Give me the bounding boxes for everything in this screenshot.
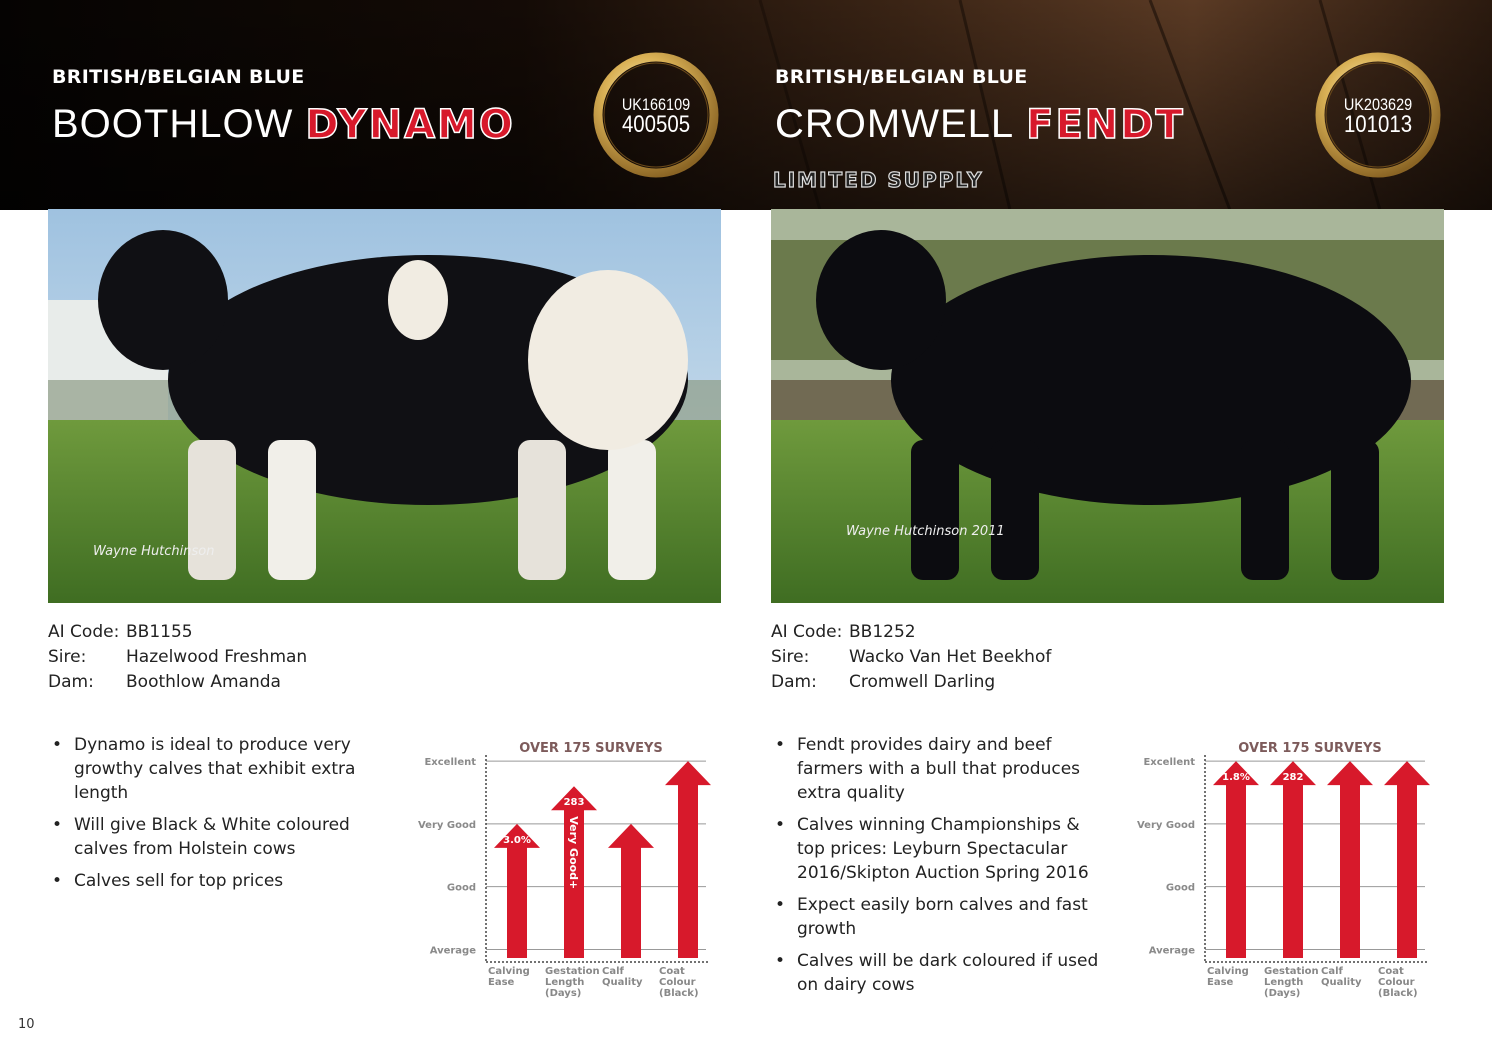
- arrow: [551, 786, 597, 958]
- tag-ring: [593, 52, 719, 178]
- bull-leg: [911, 440, 959, 580]
- bull-leg: [518, 440, 566, 580]
- info-value: Wacko Van Het Beekhof: [849, 647, 1052, 667]
- photo-credit: Wayne Hutchinson 2011: [846, 524, 1005, 539]
- info-label: Sire:: [48, 647, 87, 667]
- tag-ring-inner: [603, 62, 709, 168]
- chart-title: OVER 175 SURVEYS: [519, 741, 663, 756]
- name: CROMWELL: [775, 102, 1015, 146]
- bullet: Expect easily born calves and fast growt…: [771, 893, 1111, 941]
- info-value: BB1252: [849, 622, 916, 642]
- tag-line-1: UK166109: [621, 95, 691, 114]
- arrow: [494, 823, 540, 958]
- info-label: Sire:: [771, 647, 810, 667]
- arrow: [1327, 761, 1373, 958]
- photo: Wayne Hutchinson 2011: [771, 209, 1444, 603]
- y-tick-label: Excellent: [424, 757, 476, 768]
- bullet: Will give Black & White coloured calves …: [48, 813, 368, 861]
- name: BOOTHLOW: [52, 102, 294, 146]
- tag-ring-inner: [1325, 62, 1431, 168]
- bullet: Calves sell for top prices: [48, 869, 368, 893]
- chart-title: OVER 175 SURVEYS: [1238, 741, 1382, 756]
- bull-leg: [608, 440, 656, 580]
- header-shade: [0, 0, 1492, 210]
- info-value: Hazelwood Freshman: [126, 647, 308, 667]
- y-tick-label: Average: [430, 945, 477, 956]
- bullet: Fendt provides dairy and beef farmers wi…: [771, 733, 1111, 805]
- y-tick-label: Excellent: [1143, 757, 1195, 768]
- bull-head: [98, 230, 228, 370]
- info-label: Dam:: [771, 672, 817, 692]
- bull-name: CROMWELL FENDT: [775, 101, 1185, 149]
- tag-line-1: UK203629: [1343, 95, 1413, 114]
- arrow: [1213, 761, 1259, 958]
- y-tick-label: Very Good: [1137, 820, 1195, 831]
- arrow: [608, 823, 654, 958]
- note: LIMITED SUPPLY: [772, 167, 984, 192]
- tag-ring: [1315, 52, 1441, 178]
- bullet: Dynamo is ideal to produce very growthy …: [48, 733, 368, 805]
- arrow: [665, 761, 711, 958]
- bull-patch: [388, 260, 448, 340]
- photo: Wayne Hutchinson: [48, 209, 721, 603]
- info-value: Cromwell Darling: [849, 672, 996, 692]
- info-value: Boothlow Amanda: [126, 672, 281, 692]
- bar-sublabel: Very Good+: [567, 816, 580, 889]
- bar-label: 3.0%: [503, 835, 531, 846]
- x-tick-label: Calving Ease: [1207, 966, 1249, 988]
- bar-label: 283: [564, 797, 585, 808]
- page-number: 10: [18, 1017, 35, 1032]
- y-tick-label: Very Good: [418, 820, 476, 831]
- bull-leg: [991, 440, 1039, 580]
- bullet-list: Fendt provides dairy and beef farmers wi…: [771, 733, 1111, 1005]
- bull-head: [816, 230, 946, 370]
- bull-leg: [188, 440, 236, 580]
- x-tick-label: Calf Quality: [1321, 966, 1362, 988]
- bullet-list: Dynamo is ideal to produce very growthy …: [48, 733, 368, 901]
- arrow: [1384, 761, 1430, 958]
- bullet: Calves winning Championships & top price…: [771, 813, 1111, 885]
- name-highlight: FENDT: [1025, 101, 1185, 149]
- bull-patch: [528, 270, 688, 450]
- x-tick-label: Gestation Length (Days): [1264, 966, 1319, 999]
- x-tick-label: Gestation Length (Days): [545, 966, 600, 999]
- photo-credit: Wayne Hutchinson: [93, 544, 215, 559]
- bull-leg: [268, 440, 316, 580]
- y-tick-label: Good: [1166, 883, 1195, 894]
- bar-label: 1.8%: [1222, 772, 1250, 783]
- info-label: AI Code:: [48, 622, 120, 642]
- y-tick-label: Good: [447, 883, 476, 894]
- bull-leg: [1241, 440, 1289, 580]
- x-tick-label: Coat Colour (Black): [1378, 966, 1418, 999]
- x-tick-label: Coat Colour (Black): [659, 966, 699, 999]
- bull-leg: [1331, 440, 1379, 580]
- bar-label: 282: [1283, 772, 1304, 783]
- info-value: BB1155: [126, 622, 193, 642]
- bull-name: BOOTHLOW DYNAMO: [52, 101, 515, 149]
- x-tick-label: Calving Ease: [488, 966, 530, 988]
- info-label: Dam:: [48, 672, 94, 692]
- name-highlight: DYNAMO: [305, 101, 515, 149]
- arrow: [1270, 761, 1316, 958]
- breed: BRITISH/BELGIAN BLUE: [52, 66, 305, 88]
- info-label: AI Code:: [771, 622, 843, 642]
- tag-line-2: 101013: [1343, 111, 1413, 138]
- tag-line-2: 400505: [621, 111, 691, 138]
- breed: BRITISH/BELGIAN BLUE: [775, 66, 1028, 88]
- y-tick-label: Average: [1149, 945, 1196, 956]
- bullet: Calves will be dark coloured if used on …: [771, 949, 1111, 997]
- x-tick-label: Calf Quality: [602, 966, 643, 988]
